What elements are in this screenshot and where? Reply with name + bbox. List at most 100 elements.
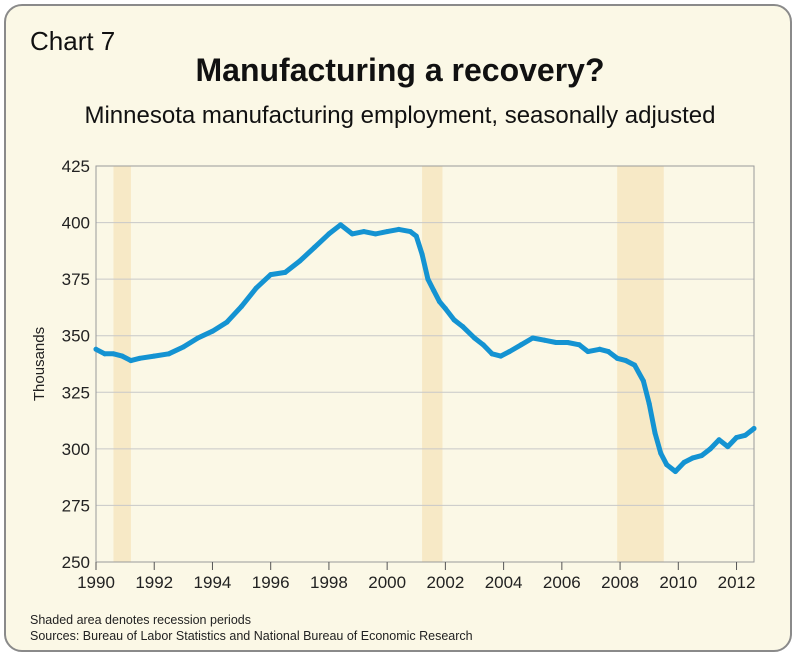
data-point — [110, 351, 116, 357]
data-point — [518, 342, 524, 348]
data-point — [640, 378, 646, 384]
data-point — [690, 455, 696, 461]
data-point — [565, 340, 571, 346]
data-point — [195, 335, 201, 341]
data-point — [489, 351, 495, 357]
recession-shading — [113, 166, 664, 562]
plot-frame — [95, 165, 755, 563]
x-tick-label: 2000 — [368, 573, 406, 592]
data-point — [506, 349, 512, 355]
x-tick-label: 1992 — [135, 573, 173, 592]
data-point — [209, 328, 215, 334]
data-point — [658, 450, 664, 456]
data-point — [326, 231, 332, 237]
data-point — [151, 353, 157, 359]
data-point — [384, 229, 390, 235]
data-point — [707, 446, 713, 452]
data-point — [282, 269, 288, 275]
data-point — [480, 342, 486, 348]
data-point — [716, 437, 722, 443]
x-axis-ticks: 1990 1992 1994 1996 1998 2000 2002 2004 2006 2008… — [77, 562, 755, 592]
recession-band-2 — [617, 166, 664, 562]
data-point — [419, 251, 425, 257]
data-point — [585, 349, 591, 355]
data-point — [742, 432, 748, 438]
sources-note: Sources: Bureau of Labor Statistics and … — [30, 629, 473, 643]
data-point — [442, 306, 448, 312]
y-tick-label: 300 — [62, 440, 90, 459]
data-point — [437, 299, 443, 305]
data-point — [646, 401, 652, 407]
data-point — [541, 337, 547, 343]
data-point — [239, 303, 245, 309]
series-layer — [93, 222, 757, 474]
data-point — [530, 335, 536, 341]
data-point — [224, 319, 230, 325]
data-point — [431, 287, 437, 293]
data-point — [338, 222, 344, 228]
y-tick-label: 275 — [62, 496, 90, 515]
data-point — [498, 353, 504, 359]
data-point — [413, 233, 419, 239]
data-point — [349, 231, 355, 237]
data-point — [699, 453, 705, 459]
y-tick-label: 400 — [62, 214, 90, 233]
x-tick-label: 1994 — [194, 573, 232, 592]
data-point — [297, 258, 303, 264]
x-tick-label: 1998 — [310, 573, 348, 592]
data-point — [614, 355, 620, 361]
data-point — [425, 276, 431, 282]
recession-band-0 — [113, 166, 131, 562]
data-point — [373, 231, 379, 237]
data-point — [751, 425, 757, 431]
data-point — [119, 353, 125, 359]
chart-title: Manufacturing a recovery? — [195, 52, 605, 88]
data-point — [128, 358, 134, 364]
data-point — [576, 342, 582, 348]
data-point — [407, 229, 413, 235]
data-point — [396, 226, 402, 232]
data-point — [725, 444, 731, 450]
data-point — [605, 349, 611, 355]
recession-note: Shaded area denotes recession periods — [30, 613, 251, 627]
x-tick-label: 2006 — [543, 573, 581, 592]
data-point — [652, 430, 658, 436]
x-tick-label: 1990 — [77, 573, 115, 592]
y-tick-label: 375 — [62, 270, 90, 289]
data-point — [311, 244, 317, 250]
data-point — [180, 344, 186, 350]
x-tick-label: 2004 — [485, 573, 523, 592]
data-point — [734, 435, 740, 441]
data-point — [664, 462, 670, 468]
y-tick-label: 425 — [62, 157, 90, 176]
data-point — [253, 285, 259, 291]
data-point — [93, 346, 99, 352]
data-point — [361, 229, 367, 235]
chart-number-label: Chart 7 — [30, 26, 116, 56]
x-tick-label: 2008 — [601, 573, 639, 592]
data-point — [268, 272, 274, 278]
chart-subtitle: Minnesota manufacturing employment, seas… — [84, 102, 716, 129]
y-axis-ticks: 250 275 300 325 350 375 400 425 — [62, 157, 90, 572]
data-point — [471, 335, 477, 341]
x-tick-label: 2012 — [718, 573, 756, 592]
x-tick-label: 2002 — [426, 573, 464, 592]
data-point — [137, 355, 143, 361]
y-tick-label: 250 — [62, 553, 90, 572]
data-point — [597, 346, 603, 352]
y-tick-label: 325 — [62, 383, 90, 402]
y-axis-label: Thousands — [31, 327, 48, 401]
x-tick-label: 1996 — [252, 573, 290, 592]
chart-notes: Shaded area denotes recession periods So… — [30, 612, 473, 644]
data-point — [632, 362, 638, 368]
recession-band-1 — [422, 166, 443, 562]
data-point — [460, 324, 466, 330]
data-point — [451, 317, 457, 323]
data-point — [672, 468, 678, 474]
data-point — [681, 459, 687, 465]
data-point — [102, 351, 108, 357]
data-point — [623, 358, 629, 364]
data-point — [553, 340, 559, 346]
y-tick-label: 350 — [62, 327, 90, 346]
